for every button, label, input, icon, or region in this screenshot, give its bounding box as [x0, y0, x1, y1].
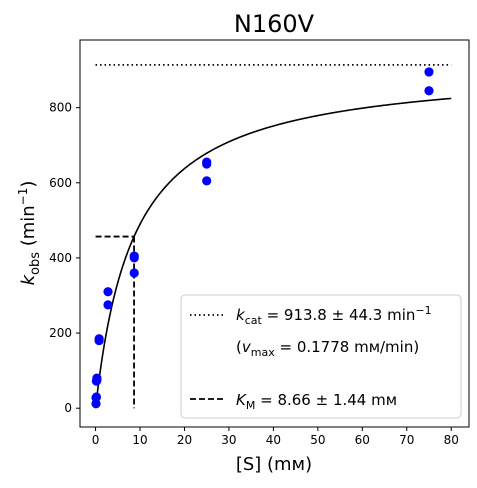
y-tick-label: 0	[64, 401, 72, 415]
data-point	[129, 253, 139, 263]
data-point	[103, 287, 113, 297]
legend-vmax-label: (vmax = 0.1778 mм/min)	[236, 338, 419, 359]
legend: kcat = 913.8 ± 44.3 min−1 (vmax = 0.1778…	[180, 294, 462, 419]
x-tick-label: 60	[355, 433, 370, 447]
x-axis-label: [S] (mм)	[236, 454, 312, 475]
data-point	[91, 392, 102, 402]
y-label-close: )	[18, 181, 39, 188]
y-tick-label: 400	[49, 251, 72, 265]
y-label-sub: obs	[28, 252, 43, 275]
legend-km-label: KM = 8.66 ± 1.44 mм	[236, 391, 397, 412]
data-point	[103, 300, 113, 310]
data-point	[424, 86, 434, 96]
data-point	[202, 159, 212, 169]
data-point	[94, 335, 104, 346]
data-point	[129, 268, 139, 278]
y-tick-label: 600	[49, 176, 72, 190]
data-point	[92, 375, 102, 385]
x-tick-label: 10	[132, 433, 147, 447]
y-axis-label: kobs (min−1)	[16, 181, 43, 286]
x-tick-label: 30	[221, 433, 236, 447]
reference-lines	[95, 63, 452, 409]
x-axis-ticks: 0 10 20 30 40 50 60 70 80	[92, 427, 459, 447]
x-tick-label: 20	[177, 433, 192, 447]
data-point	[202, 176, 212, 186]
x-tick-label: 70	[399, 433, 414, 447]
data-point	[424, 67, 434, 77]
fit-curve-group	[94, 97, 452, 409]
x-tick-label: 40	[266, 433, 281, 447]
fit-curve	[94, 97, 452, 409]
x-tick-label: 0	[92, 433, 100, 447]
legend-kcat-label: kcat = 913.8 ± 44.3 min−1	[236, 304, 432, 327]
x-tick-label: 80	[444, 433, 459, 447]
data-points	[91, 67, 434, 409]
x-tick-label: 50	[310, 433, 325, 447]
plot-frame	[79, 39, 470, 428]
y-tick-label: 800	[49, 101, 72, 115]
chart-title: N160V	[234, 10, 315, 38]
y-label-sup: −1	[16, 188, 30, 206]
legend-box	[180, 294, 462, 419]
y-label-symbol: k	[18, 273, 39, 285]
y-tick-label: 200	[49, 326, 72, 340]
y-label-unit: (min	[18, 205, 39, 252]
y-axis-ticks: 0 200 400 600 800	[49, 101, 80, 415]
